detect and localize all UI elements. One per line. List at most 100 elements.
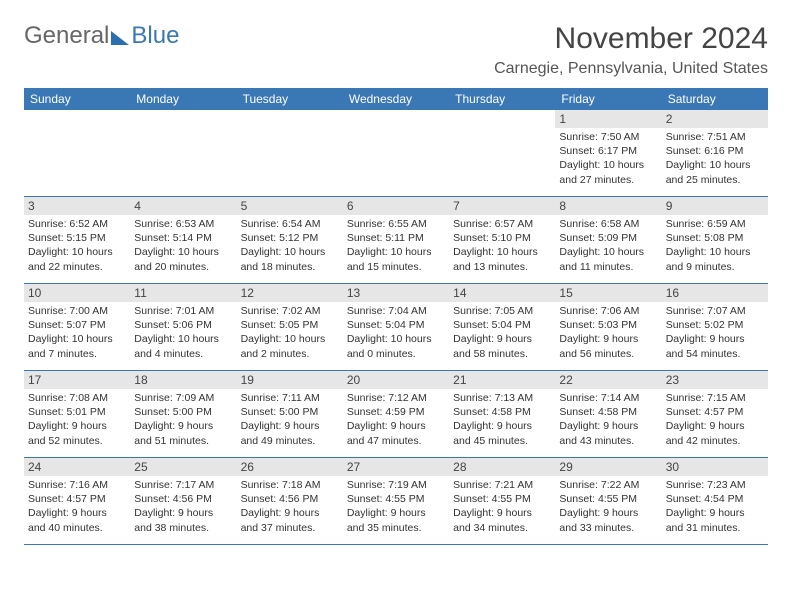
day-number: 21 <box>449 371 555 389</box>
day-sunrise: Sunrise: 7:17 AM <box>134 478 232 492</box>
day-number: 11 <box>130 284 236 302</box>
day-sunset: Sunset: 5:09 PM <box>559 231 657 245</box>
dow-cell: Saturday <box>662 88 768 110</box>
day-sunset: Sunset: 4:57 PM <box>666 405 764 419</box>
day-sunset: Sunset: 4:55 PM <box>347 492 445 506</box>
location-label: Carnegie, Pennsylvania, United States <box>494 60 768 78</box>
day-daylight1: Daylight: 9 hours <box>241 506 339 520</box>
day-number: 16 <box>662 284 768 302</box>
day-cell: 10Sunrise: 7:00 AMSunset: 5:07 PMDayligh… <box>24 284 130 370</box>
day-daylight1: Daylight: 9 hours <box>559 506 657 520</box>
day-details: Sunrise: 7:08 AMSunset: 5:01 PMDaylight:… <box>28 391 126 448</box>
day-sunrise: Sunrise: 7:14 AM <box>559 391 657 405</box>
calendar-grid: SundayMondayTuesdayWednesdayThursdayFrid… <box>24 88 768 545</box>
day-sunrise: Sunrise: 7:11 AM <box>241 391 339 405</box>
day-sunrise: Sunrise: 6:52 AM <box>28 217 126 231</box>
day-sunset: Sunset: 4:56 PM <box>134 492 232 506</box>
empty-day-cell <box>24 110 130 196</box>
week-row: 10Sunrise: 7:00 AMSunset: 5:07 PMDayligh… <box>24 284 768 371</box>
day-number: 9 <box>662 197 768 215</box>
day-sunset: Sunset: 4:58 PM <box>559 405 657 419</box>
dow-cell: Sunday <box>24 88 130 110</box>
day-sunrise: Sunrise: 7:02 AM <box>241 304 339 318</box>
day-daylight1: Daylight: 10 hours <box>559 158 657 172</box>
day-sunrise: Sunrise: 7:50 AM <box>559 130 657 144</box>
day-cell: 19Sunrise: 7:11 AMSunset: 5:00 PMDayligh… <box>237 371 343 457</box>
day-daylight2: and 42 minutes. <box>666 434 764 448</box>
day-number: 25 <box>130 458 236 476</box>
day-daylight1: Daylight: 10 hours <box>28 245 126 259</box>
day-sunrise: Sunrise: 6:54 AM <box>241 217 339 231</box>
day-daylight2: and 2 minutes. <box>241 347 339 361</box>
day-sunrise: Sunrise: 7:13 AM <box>453 391 551 405</box>
day-daylight1: Daylight: 10 hours <box>134 245 232 259</box>
day-details: Sunrise: 7:22 AMSunset: 4:55 PMDaylight:… <box>559 478 657 535</box>
day-daylight2: and 11 minutes. <box>559 260 657 274</box>
day-details: Sunrise: 7:09 AMSunset: 5:00 PMDaylight:… <box>134 391 232 448</box>
day-daylight1: Daylight: 9 hours <box>28 506 126 520</box>
day-daylight2: and 9 minutes. <box>666 260 764 274</box>
day-number: 10 <box>24 284 130 302</box>
day-details: Sunrise: 7:14 AMSunset: 4:58 PMDaylight:… <box>559 391 657 448</box>
day-cell: 17Sunrise: 7:08 AMSunset: 5:01 PMDayligh… <box>24 371 130 457</box>
day-sunset: Sunset: 4:55 PM <box>453 492 551 506</box>
day-sunset: Sunset: 5:02 PM <box>666 318 764 332</box>
day-daylight2: and 45 minutes. <box>453 434 551 448</box>
day-number: 29 <box>555 458 661 476</box>
day-number: 22 <box>555 371 661 389</box>
day-details: Sunrise: 7:23 AMSunset: 4:54 PMDaylight:… <box>666 478 764 535</box>
day-sunset: Sunset: 6:16 PM <box>666 144 764 158</box>
day-sunrise: Sunrise: 7:22 AM <box>559 478 657 492</box>
logo-triangle-icon <box>111 31 129 45</box>
day-number: 23 <box>662 371 768 389</box>
day-number: 4 <box>130 197 236 215</box>
logo-word-blue: Blue <box>131 22 179 50</box>
day-details: Sunrise: 7:07 AMSunset: 5:02 PMDaylight:… <box>666 304 764 361</box>
day-sunrise: Sunrise: 7:18 AM <box>241 478 339 492</box>
day-details: Sunrise: 6:55 AMSunset: 5:11 PMDaylight:… <box>347 217 445 274</box>
day-sunset: Sunset: 4:58 PM <box>453 405 551 419</box>
day-daylight1: Daylight: 9 hours <box>134 419 232 433</box>
day-cell: 4Sunrise: 6:53 AMSunset: 5:14 PMDaylight… <box>130 197 236 283</box>
day-number: 20 <box>343 371 449 389</box>
day-sunrise: Sunrise: 7:51 AM <box>666 130 764 144</box>
day-cell: 13Sunrise: 7:04 AMSunset: 5:04 PMDayligh… <box>343 284 449 370</box>
day-sunrise: Sunrise: 7:04 AM <box>347 304 445 318</box>
day-daylight2: and 49 minutes. <box>241 434 339 448</box>
day-cell: 30 Sunrise: 7:23 AMSunset: 4:54 PMDayligh… <box>662 458 768 544</box>
day-daylight2: and 56 minutes. <box>559 347 657 361</box>
day-daylight1: Daylight: 9 hours <box>28 419 126 433</box>
day-cell: 5Sunrise: 6:54 AMSunset: 5:12 PMDaylight… <box>237 197 343 283</box>
day-sunset: Sunset: 5:03 PM <box>559 318 657 332</box>
week-row: 1Sunrise: 7:50 AMSunset: 6:17 PMDaylight… <box>24 110 768 197</box>
week-row: 17Sunrise: 7:08 AMSunset: 5:01 PMDayligh… <box>24 371 768 458</box>
day-cell: 22 Sunrise: 7:14 AMSunset: 4:58 PMDayligh… <box>555 371 661 457</box>
day-daylight1: Daylight: 9 hours <box>453 332 551 346</box>
day-sunset: Sunset: 4:54 PM <box>666 492 764 506</box>
day-details: Sunrise: 7:12 AMSunset: 4:59 PMDaylight:… <box>347 391 445 448</box>
logo-word-general: General <box>24 22 109 50</box>
day-cell: 20 Sunrise: 7:12 AMSunset: 4:59 PMDayligh… <box>343 371 449 457</box>
day-cell: 18Sunrise: 7:09 AMSunset: 5:00 PMDayligh… <box>130 371 236 457</box>
day-daylight1: Daylight: 10 hours <box>347 332 445 346</box>
day-daylight1: Daylight: 9 hours <box>347 506 445 520</box>
day-number: 24 <box>24 458 130 476</box>
month-title: November 2024 <box>494 22 768 56</box>
day-number: 7 <box>449 197 555 215</box>
day-of-week-row: SundayMondayTuesdayWednesdayThursdayFrid… <box>24 88 768 110</box>
day-number: 1 <box>555 110 661 128</box>
day-number: 15 <box>555 284 661 302</box>
empty-day-cell <box>130 110 236 196</box>
day-sunset: Sunset: 5:10 PM <box>453 231 551 245</box>
day-sunrise: Sunrise: 6:57 AM <box>453 217 551 231</box>
day-number: 12 <box>237 284 343 302</box>
day-sunrise: Sunrise: 7:23 AM <box>666 478 764 492</box>
day-sunset: Sunset: 4:59 PM <box>347 405 445 419</box>
day-sunset: Sunset: 5:08 PM <box>666 231 764 245</box>
day-daylight1: Daylight: 9 hours <box>666 506 764 520</box>
day-daylight2: and 35 minutes. <box>347 521 445 535</box>
day-daylight1: Daylight: 9 hours <box>134 506 232 520</box>
day-daylight2: and 54 minutes. <box>666 347 764 361</box>
day-number: 30 <box>662 458 768 476</box>
day-details: Sunrise: 7:04 AMSunset: 5:04 PMDaylight:… <box>347 304 445 361</box>
